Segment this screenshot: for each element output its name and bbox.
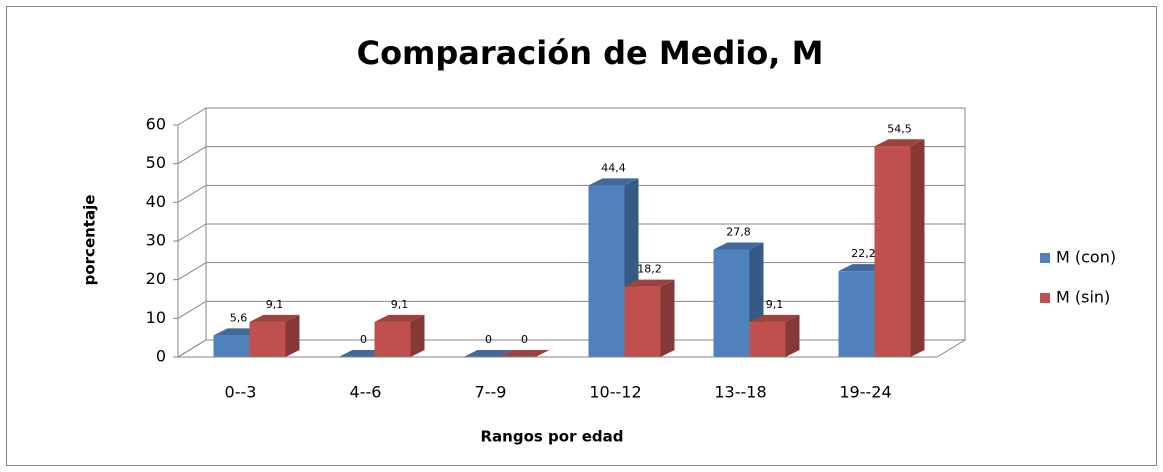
bar xyxy=(249,321,286,357)
x-tick-label: 7--9 xyxy=(475,383,507,402)
x-tick-label: 0--3 xyxy=(225,383,257,402)
grid-line xyxy=(177,300,965,319)
grid-line xyxy=(177,146,965,165)
bar-top xyxy=(749,314,800,322)
value-label: 54,5 xyxy=(887,122,912,135)
x-tick-label: 13--18 xyxy=(714,383,766,402)
y-tick-label: 30 xyxy=(146,231,166,250)
x-tick-label: 4--6 xyxy=(350,383,382,402)
grid-line xyxy=(177,223,965,242)
grid-line xyxy=(177,262,965,281)
bar-side xyxy=(410,314,425,357)
legend-label: M (sin) xyxy=(1056,288,1110,307)
chart-border xyxy=(6,6,1157,466)
y-tick-label: 60 xyxy=(146,115,166,134)
y-tick-label: 20 xyxy=(146,269,166,288)
bar-side xyxy=(285,314,300,357)
bar-top xyxy=(588,178,639,186)
bar-top xyxy=(249,314,300,322)
x-tick-label: 10--12 xyxy=(589,383,641,402)
chart-title: Comparación de Medio, M xyxy=(357,34,824,72)
legend-label: M (con) xyxy=(1056,248,1116,267)
value-label: 0 xyxy=(521,333,528,346)
y-tick-label: 40 xyxy=(146,192,166,211)
bar xyxy=(588,185,625,357)
y-axis-title: porcentaje xyxy=(81,195,99,286)
value-label: 18,2 xyxy=(637,263,662,276)
bar-top xyxy=(713,242,764,250)
bar xyxy=(374,321,411,357)
value-label: 9,1 xyxy=(391,298,409,311)
bar-side xyxy=(910,139,925,357)
bar-top xyxy=(374,314,425,322)
bar-top xyxy=(624,279,675,287)
y-tick-label: 10 xyxy=(146,308,166,327)
bar xyxy=(713,249,750,357)
value-label: 9,1 xyxy=(766,298,784,311)
value-label: 0 xyxy=(485,333,492,346)
bar xyxy=(213,335,250,357)
grid-line xyxy=(177,184,965,203)
value-label: 5,6 xyxy=(230,311,248,324)
bar xyxy=(838,271,875,357)
value-label: 22,2 xyxy=(851,247,876,260)
grid-line xyxy=(177,339,965,358)
value-label: 0 xyxy=(360,333,367,346)
y-tick-label: 0 xyxy=(156,347,166,366)
value-label: 44,4 xyxy=(601,161,626,174)
bar-side xyxy=(785,314,800,357)
bar xyxy=(874,146,911,357)
value-label: 27,8 xyxy=(726,226,751,239)
bar-top xyxy=(874,139,925,147)
bar-top xyxy=(463,350,514,357)
bar-side xyxy=(660,279,675,357)
legend-swatch xyxy=(1040,293,1050,303)
grid-line xyxy=(177,107,965,126)
x-axis-title: Rangos por edad xyxy=(481,428,624,446)
legend-swatch xyxy=(1040,253,1050,263)
bar xyxy=(749,321,786,357)
value-label: 9,1 xyxy=(266,298,284,311)
x-tick-label: 19--24 xyxy=(839,383,891,402)
bar xyxy=(624,286,661,357)
y-tick-label: 50 xyxy=(146,153,166,172)
bar-top xyxy=(499,350,550,357)
